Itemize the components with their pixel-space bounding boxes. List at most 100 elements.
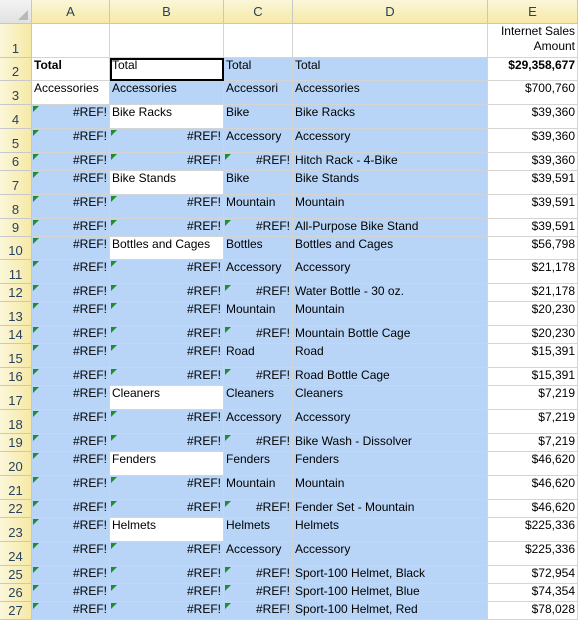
row-header[interactable]: 20 <box>0 452 32 476</box>
cell-c18[interactable]: Accessory <box>224 410 293 434</box>
cell-d26[interactable]: Sport-100 Helmet, Blue <box>293 584 488 602</box>
row-header[interactable]: 2 <box>0 58 32 81</box>
row-header[interactable]: 17 <box>0 386 32 410</box>
cell-b15[interactable]: #REF! <box>110 344 224 368</box>
cell-d9[interactable]: All-Purpose Bike Stand <box>293 219 488 237</box>
cell-e17[interactable]: $7,219 <box>488 386 578 410</box>
cell-b17[interactable]: Cleaners <box>110 386 224 410</box>
cell-a5[interactable]: #REF! <box>32 129 110 153</box>
row-header[interactable]: 21 <box>0 476 32 500</box>
cell-b22[interactable]: #REF! <box>110 500 224 518</box>
cell-a21[interactable]: #REF! <box>32 476 110 500</box>
cell-e4[interactable]: $39,360 <box>488 105 578 129</box>
row-header[interactable]: 25 <box>0 566 32 584</box>
cell-c24[interactable]: Accessory <box>224 542 293 566</box>
row-header[interactable]: 27 <box>0 602 32 620</box>
cell-b14[interactable]: #REF! <box>110 326 224 344</box>
row-header[interactable]: 9 <box>0 219 32 237</box>
cell-d6[interactable]: Hitch Rack - 4-Bike <box>293 153 488 171</box>
cell-d20[interactable]: Fenders <box>293 452 488 476</box>
cell-b26[interactable]: #REF! <box>110 584 224 602</box>
row-header[interactable]: 16 <box>0 368 32 386</box>
cell-d25[interactable]: Sport-100 Helmet, Black <box>293 566 488 584</box>
row-header[interactable]: 5 <box>0 129 32 153</box>
cell-d16[interactable]: Road Bottle Cage <box>293 368 488 386</box>
cell-d11[interactable]: Accessory <box>293 260 488 284</box>
row-header[interactable]: 15 <box>0 344 32 368</box>
cell-a9[interactable]: #REF! <box>32 219 110 237</box>
row-header[interactable]: 18 <box>0 410 32 434</box>
cell-a23[interactable]: #REF! <box>32 518 110 542</box>
cell-a4[interactable]: #REF! <box>32 105 110 129</box>
row-header[interactable]: 3 <box>0 81 32 105</box>
cell-d4[interactable]: Bike Racks <box>293 105 488 129</box>
cell-b23[interactable]: Helmets <box>110 518 224 542</box>
column-header-b[interactable]: B <box>110 0 224 24</box>
cell-e2[interactable]: $29,358,677 <box>488 58 578 81</box>
cell-c16[interactable]: #REF! <box>224 368 293 386</box>
cell-b24[interactable]: #REF! <box>110 542 224 566</box>
row-header[interactable]: 6 <box>0 153 32 171</box>
cell-c3[interactable]: Accessori <box>224 81 293 105</box>
cell-b7[interactable]: Bike Stands <box>110 171 224 195</box>
cell-a25[interactable]: #REF! <box>32 566 110 584</box>
cell-b2[interactable]: Total <box>110 58 224 81</box>
cell-d22[interactable]: Fender Set - Mountain <box>293 500 488 518</box>
cell-e9[interactable]: $39,591 <box>488 219 578 237</box>
cell-b19[interactable]: #REF! <box>110 434 224 452</box>
cell-d19[interactable]: Bike Wash - Dissolver <box>293 434 488 452</box>
cell-c13[interactable]: Mountain <box>224 302 293 326</box>
row-header[interactable]: 10 <box>0 237 32 260</box>
cell-e6[interactable]: $39,360 <box>488 153 578 171</box>
cell-b8[interactable]: #REF! <box>110 195 224 219</box>
cell-d10[interactable]: Bottles and Cages <box>293 237 488 260</box>
row-header[interactable]: 11 <box>0 260 32 284</box>
column-header-a[interactable]: A <box>32 0 110 24</box>
cell-a13[interactable]: #REF! <box>32 302 110 326</box>
column-header-d[interactable]: D <box>293 0 488 24</box>
cell-b20[interactable]: Fenders <box>110 452 224 476</box>
cell-e16[interactable]: $15,391 <box>488 368 578 386</box>
cell-b3[interactable]: Accessories <box>110 81 224 105</box>
cell-d17[interactable]: Cleaners <box>293 386 488 410</box>
cell-c26[interactable]: #REF! <box>224 584 293 602</box>
row-header[interactable]: 7 <box>0 171 32 195</box>
cell-e8[interactable]: $39,591 <box>488 195 578 219</box>
cell-a3[interactable]: Accessories <box>32 81 110 105</box>
cell-d3[interactable]: Accessories <box>293 81 488 105</box>
cell-e12[interactable]: $21,178 <box>488 284 578 302</box>
cell-c2[interactable]: Total <box>224 58 293 81</box>
cell-e10[interactable]: $56,798 <box>488 237 578 260</box>
cell-b21[interactable]: #REF! <box>110 476 224 500</box>
cell-d13[interactable]: Mountain <box>293 302 488 326</box>
row-header[interactable]: 13 <box>0 302 32 326</box>
cell-e7[interactable]: $39,591 <box>488 171 578 195</box>
column-header-c[interactable]: C <box>224 0 293 24</box>
cell-d5[interactable]: Accessory <box>293 129 488 153</box>
row-header[interactable]: 19 <box>0 434 32 452</box>
cell-a2[interactable]: Total <box>32 58 110 81</box>
cell-d18[interactable]: Accessory <box>293 410 488 434</box>
cell-c14[interactable]: #REF! <box>224 326 293 344</box>
cell-e15[interactable]: $15,391 <box>488 344 578 368</box>
row-header[interactable]: 14 <box>0 326 32 344</box>
cell-e25[interactable]: $72,954 <box>488 566 578 584</box>
cell-e21[interactable]: $46,620 <box>488 476 578 500</box>
cell-d7[interactable]: Bike Stands <box>293 171 488 195</box>
cell-a12[interactable]: #REF! <box>32 284 110 302</box>
cell-a14[interactable]: #REF! <box>32 326 110 344</box>
cell-a8[interactable]: #REF! <box>32 195 110 219</box>
cell-a10[interactable]: #REF! <box>32 237 110 260</box>
cell-a19[interactable]: #REF! <box>32 434 110 452</box>
cell-e22[interactable]: $46,620 <box>488 500 578 518</box>
cell-c11[interactable]: Accessory <box>224 260 293 284</box>
cell-d8[interactable]: Mountain <box>293 195 488 219</box>
cell-d12[interactable]: Water Bottle - 30 oz. <box>293 284 488 302</box>
cell-e27[interactable]: $78,028 <box>488 602 578 620</box>
cell-c6[interactable]: #REF! <box>224 153 293 171</box>
cell-c19[interactable]: #REF! <box>224 434 293 452</box>
cell-c27[interactable]: #REF! <box>224 602 293 620</box>
cell-a27[interactable]: #REF! <box>32 602 110 620</box>
select-all-corner[interactable] <box>0 0 32 24</box>
cell-b13[interactable]: #REF! <box>110 302 224 326</box>
